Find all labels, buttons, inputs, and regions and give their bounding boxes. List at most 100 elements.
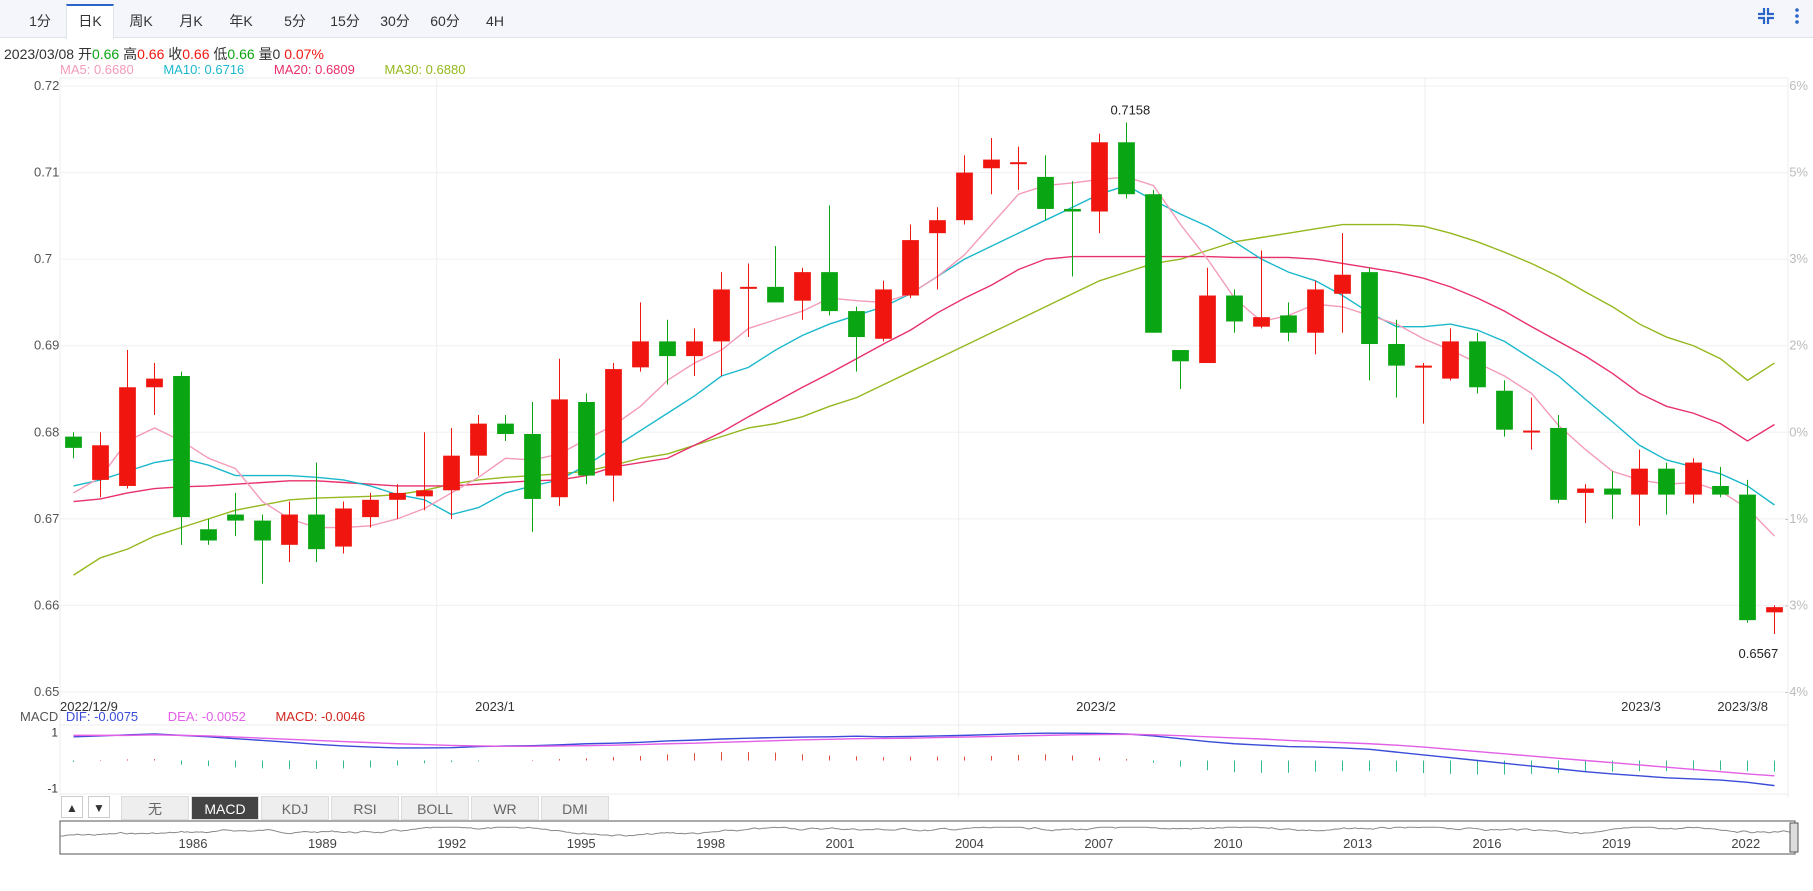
overview-tick-label: 1998 (696, 836, 725, 851)
candle-body (1415, 365, 1432, 368)
indicator-tab-2[interactable]: KDJ (261, 796, 329, 820)
candle-body (605, 369, 622, 476)
period-tab-bar: 1分 日K 周K 月K 年K 5分 15分 30分 60分 4H (0, 0, 1813, 39)
volume-value: 0 (272, 46, 281, 62)
macd-tick-label: 1 (51, 726, 58, 740)
info-date: 2023/03/08 (4, 46, 75, 62)
ma10-legend: MA10: 0.6716 (163, 62, 245, 77)
candle-body (1766, 607, 1783, 613)
high-label: 高 (123, 46, 138, 62)
pct-tick-label: 5% (1789, 165, 1808, 180)
x-tick-label: 2023/3 (1621, 699, 1661, 714)
candle-body (956, 172, 973, 221)
indicator-tab-3[interactable]: RSI (331, 796, 399, 820)
x-tick-label: 2023/3/8 (1717, 699, 1768, 714)
y-tick-label: 0.7 (34, 251, 52, 266)
overview-tick-label: 1989 (308, 836, 337, 851)
low-price-label: 0.6567 (1739, 646, 1779, 661)
open-value: 0.66 (91, 46, 120, 62)
candle-body (686, 341, 703, 357)
candle-body (1091, 142, 1108, 212)
candle-body (227, 514, 244, 521)
candle-body (1172, 350, 1189, 362)
candle-body (551, 399, 568, 498)
candle-body (1523, 430, 1540, 433)
tab-5[interactable]: 5分 (284, 13, 306, 29)
open-label: 开 (77, 46, 92, 62)
overview-tick-label: 2019 (1602, 836, 1631, 851)
candle-body (902, 240, 919, 296)
ma30-line (73, 223, 1775, 576)
candle-body (1442, 341, 1459, 379)
candle-body (1199, 295, 1216, 364)
more-menu-icon[interactable] (1794, 6, 1800, 32)
candle-body (416, 490, 433, 497)
ma5-line (73, 176, 1776, 537)
candle-body (308, 514, 325, 550)
candle-body (1739, 494, 1756, 621)
candle-body (92, 445, 109, 480)
x-tick-label: 2023/1 (475, 699, 515, 714)
low-value: 0.66 (227, 46, 255, 62)
indicator-tab-0[interactable]: 无 (121, 796, 189, 820)
candle-body (254, 520, 271, 541)
tab-9[interactable]: 4H (486, 13, 504, 29)
y-tick-label: 0.72 (34, 78, 59, 93)
collapse-fullscreen-icon[interactable] (1756, 6, 1776, 32)
indicator-tab-5[interactable]: WR (471, 796, 539, 820)
ma20-line (73, 255, 1775, 503)
candle-body (1631, 468, 1648, 495)
indicator-tab-6[interactable]: DMI (541, 796, 609, 820)
pct-tick-label: 2% (1789, 338, 1808, 353)
candle-body (389, 492, 406, 500)
tab-2[interactable]: 周K (129, 13, 153, 29)
tab-7[interactable]: 30分 (380, 13, 410, 29)
indicator-tab-1[interactable]: MACD (191, 796, 259, 820)
candle-body (659, 341, 676, 357)
overview-tick-label: 1986 (179, 836, 208, 851)
overview-handle (1789, 822, 1799, 853)
y-tick-label: 0.68 (34, 424, 59, 439)
tab-3[interactable]: 月K (179, 13, 203, 29)
candle-body (443, 455, 460, 491)
pct-tick-label: -4% (1785, 684, 1809, 699)
candle-body (65, 436, 82, 448)
candle-body (362, 499, 379, 518)
tab-0[interactable]: 1分 (29, 13, 51, 29)
candle-body (848, 311, 865, 338)
tab-8[interactable]: 60分 (430, 13, 460, 29)
scroll-up-button[interactable]: ▲ (61, 796, 83, 818)
y-tick-label: 0.71 (34, 165, 59, 180)
scroll-down-button[interactable]: ▼ (88, 796, 110, 818)
candle-body (200, 529, 217, 541)
candle-body (1280, 315, 1297, 333)
tab-4[interactable]: 年K (229, 13, 253, 29)
candle-body (767, 286, 784, 303)
candle-body (1307, 289, 1324, 333)
overview-tick-label: 2013 (1343, 836, 1372, 851)
indicator-tab-4[interactable]: BOLL (401, 796, 469, 820)
candle-body (821, 272, 838, 312)
candle-body (524, 434, 541, 499)
candle-body (497, 423, 514, 435)
candle-body (983, 159, 1000, 169)
overview-tick-label: 2010 (1214, 836, 1243, 851)
tab-1[interactable]: 日K (66, 4, 114, 39)
candle-body (1469, 341, 1486, 388)
ma5-legend: MA5: 0.6680 (60, 62, 134, 77)
candle-body (335, 508, 352, 547)
candle-body (1685, 462, 1702, 495)
macd-tick-label: -1 (47, 781, 58, 795)
candle-body (281, 514, 298, 545)
macd-value-legend: MACD: -0.0046 (275, 709, 366, 724)
macd-name: MACD (20, 709, 59, 724)
tab-6[interactable]: 15分 (330, 13, 360, 29)
ma-legend: MA5: 0.6680 MA10: 0.6716 MA20: 0.6809 MA… (60, 62, 491, 77)
y-tick-label: 0.67 (34, 511, 59, 526)
candle-body (1604, 488, 1621, 495)
candle-body (146, 378, 163, 388)
plot-frame (59, 77, 1789, 693)
candle-body (1010, 162, 1027, 165)
candle-body (119, 387, 136, 486)
